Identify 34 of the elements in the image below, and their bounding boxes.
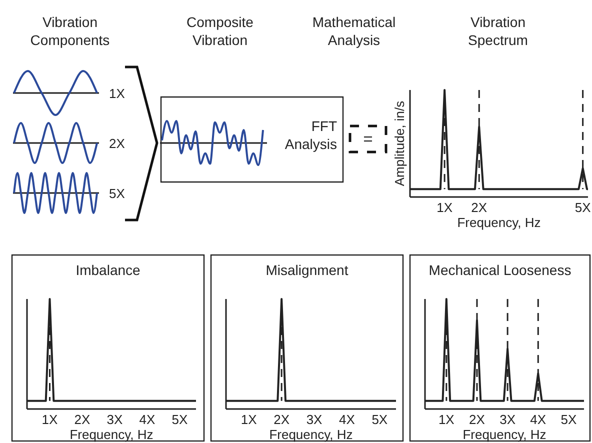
x-tick-label: 3X <box>106 412 124 427</box>
text: FFT Analysis <box>284 118 338 152</box>
text: Mathematical Analysis <box>312 14 396 48</box>
x-axis-title: Frequency, Hz <box>70 427 154 442</box>
text: 5X <box>109 186 126 201</box>
x-tick-label: 4X <box>530 412 546 427</box>
text: 1X <box>109 86 126 101</box>
y-axis-title: Amplitude, in/s <box>392 100 407 186</box>
x-tick-label: 5X <box>560 412 577 427</box>
text: Composite Vibration <box>186 14 254 48</box>
x-tick-label: 4X <box>139 412 156 427</box>
chart-title: Imbalance <box>76 262 141 278</box>
text: 2X <box>109 136 126 151</box>
x-tick-label: 2X <box>471 200 488 215</box>
x-axis-title: Frequency, Hz <box>269 427 353 442</box>
chart-title: Misalignment <box>266 262 348 278</box>
x-tick-label: 5X <box>574 200 592 215</box>
text: Vibration Components <box>30 14 110 48</box>
x-axis-title: Frequency, Hz <box>462 427 546 442</box>
x-tick-label: 5X <box>172 412 188 427</box>
x-tick-label: 1X <box>438 412 455 427</box>
x-axis-title: Frequency, Hz <box>457 215 541 230</box>
x-tick-label: 1X <box>436 200 453 215</box>
chart-title: Vibration Spectrum <box>468 14 528 48</box>
x-tick-label: 2X <box>274 412 290 427</box>
x-tick-label: 5X <box>372 412 388 427</box>
x-tick-label: 1X <box>240 412 258 427</box>
x-tick-label: 4X <box>339 412 356 427</box>
chart-title: Mechanical Looseness <box>428 262 572 278</box>
x-tick-label: 3X <box>306 412 323 427</box>
x-tick-label: 1X <box>42 412 58 427</box>
x-tick-label: 3X <box>500 412 516 427</box>
x-tick-label: 2X <box>469 412 486 427</box>
x-tick-label: 2X <box>74 412 91 427</box>
